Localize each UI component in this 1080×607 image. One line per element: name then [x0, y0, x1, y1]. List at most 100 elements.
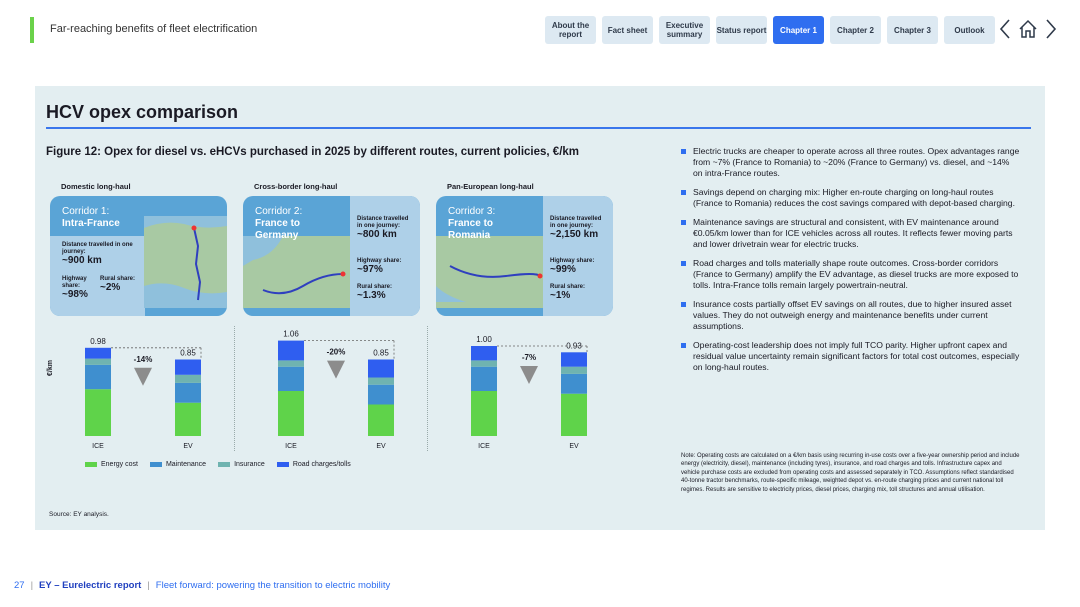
- corridor-heading: Domestic long-haul: [61, 182, 131, 191]
- corridor-number: Corridor 1:: [62, 206, 110, 217]
- chart-legend: Energy cost Maintenance Insurance Road c…: [85, 461, 351, 468]
- category-tick-label: ICE: [478, 443, 490, 450]
- corridor-heading: Cross-border long-haul: [254, 182, 338, 191]
- down-arrow-icon: [327, 360, 345, 379]
- rural-label: Rural share:: [550, 284, 586, 290]
- tab-outlook[interactable]: Outlook: [944, 16, 995, 44]
- tab-fact-sheet[interactable]: Fact sheet: [602, 16, 653, 44]
- document-title: Far-reaching benefits of fleet electrifi…: [50, 23, 258, 35]
- bar-segment-maintenance: [471, 366, 497, 391]
- page-number: 27: [14, 580, 25, 591]
- accent-line: [30, 17, 34, 43]
- footer-separator: |: [30, 580, 34, 591]
- corridor-name: Corridor 1: Intra-France: [62, 206, 120, 230]
- tab-about-the-report[interactable]: About the report: [545, 16, 596, 44]
- category-tick-label: ICE: [285, 443, 297, 450]
- category-tick-label: ICE: [92, 443, 104, 450]
- route-map: [243, 236, 353, 308]
- content-panel: HCV opex comparison Figure 12: Opex for …: [35, 86, 1045, 530]
- finding-item: Savings depend on charging mix: Higher e…: [681, 187, 1021, 209]
- footer-separator: |: [147, 580, 150, 591]
- bar-segment-road-charges-tolls: [175, 359, 201, 375]
- highway-stat: Highway share: ~99%: [550, 258, 608, 275]
- rural-value: ~1.3%: [357, 290, 386, 301]
- report-name[interactable]: EY – Eurelectric report: [39, 580, 142, 591]
- footer: 27 | EY – Eurelectric report | Fleet for…: [14, 580, 390, 591]
- legend-swatch: [149, 462, 162, 467]
- chevron-right-icon[interactable]: [1044, 18, 1058, 40]
- finding-item: Operating-cost leadership does not imply…: [681, 340, 1021, 373]
- legend-label: Insurance: [234, 461, 265, 468]
- legend-item: Energy cost: [85, 461, 138, 468]
- report-subtitle: Fleet forward: powering the transition t…: [155, 580, 391, 591]
- bar-segment-energy-cost: [278, 391, 304, 436]
- rural-label: Rural share:: [357, 284, 393, 290]
- legend-item: Maintenance: [149, 461, 207, 468]
- highway-value: ~98%: [62, 289, 88, 300]
- opex-chart: 0.98 ICE 0.85 EV -14% 1.06 ICE 0.85 EV -20% 1.00 IC…: [85, 330, 588, 450]
- corridor-1: Domestic long-haul Corridor 1: Intra-Fra…: [47, 182, 227, 316]
- down-arrow-icon: [520, 366, 538, 384]
- bar-segment-insurance: [278, 360, 304, 367]
- legend-label: Road charges/tolls: [292, 461, 351, 468]
- divider: [427, 326, 428, 451]
- highway-label: Highway share:: [550, 258, 595, 264]
- distance-value: ~800 km: [357, 229, 397, 240]
- delta-label: -20%: [327, 348, 346, 357]
- stats-box: [50, 236, 145, 316]
- source-note: Source: EY analysis.: [49, 511, 109, 518]
- bar-segment-insurance: [368, 377, 394, 385]
- tab-executive-summary[interactable]: Executive summary: [659, 16, 710, 44]
- nav-icons: [998, 18, 1058, 40]
- down-arrow-icon: [134, 367, 152, 386]
- finding-item: Maintenance savings are structural and c…: [681, 217, 1021, 250]
- corridor-number: Corridor 3:: [448, 206, 496, 217]
- corridor-route: Intra-France: [62, 218, 120, 229]
- tab-chapter-3[interactable]: Chapter 3: [887, 16, 938, 44]
- legend-label: Maintenance: [165, 461, 207, 468]
- highway-value: ~99%: [550, 264, 576, 275]
- corridor-number: Corridor 2:: [255, 206, 303, 217]
- chapter-nav: About the report Fact sheet Executive su…: [545, 16, 995, 44]
- bar-segment-insurance: [175, 374, 201, 383]
- rural-stat: Rural share: ~1%: [550, 284, 608, 301]
- stats-box: [350, 196, 420, 316]
- stats-box: [543, 196, 613, 316]
- total-value-label: 0.85: [180, 349, 196, 358]
- panel-title: HCV opex comparison: [46, 102, 239, 122]
- bar-segment-insurance: [471, 360, 497, 367]
- bar-segment-maintenance: [175, 382, 201, 403]
- home-icon[interactable]: [1018, 18, 1038, 40]
- corridor-card: Corridor 1: Intra-France Distance travel…: [50, 196, 227, 316]
- finding-item: Road charges and tolls materially shape …: [681, 258, 1021, 291]
- corridor-name: Corridor 3: France to Romania: [448, 206, 518, 242]
- total-value-label: 0.85: [373, 349, 389, 358]
- divider: [234, 326, 235, 451]
- bar-segment-energy-cost: [368, 404, 394, 436]
- bar-segment-road-charges-tolls: [471, 346, 497, 361]
- tab-chapter-2[interactable]: Chapter 2: [830, 16, 881, 44]
- y-axis-label: €/km: [47, 360, 54, 376]
- finding-item: Insurance costs partially offset EV savi…: [681, 299, 1021, 332]
- highway-stat: Highway share: ~97%: [357, 258, 415, 275]
- highway-value: ~97%: [357, 264, 383, 275]
- category-tick-label: EV: [376, 443, 386, 450]
- route-map: [436, 236, 546, 308]
- bar-segment-energy-cost: [471, 391, 497, 436]
- corridor-route: France to Germany: [255, 218, 301, 241]
- category-tick-label: EV: [569, 443, 579, 450]
- distance-label: Distance travelled in one journey:: [550, 216, 602, 229]
- legend-label: Energy cost: [101, 461, 138, 468]
- distance-label: Distance travelled in one journey:: [62, 242, 133, 255]
- key-findings: Electric trucks are cheaper to operate a…: [681, 146, 1021, 381]
- corridor-route: France to Romania: [448, 218, 494, 241]
- chevron-left-icon[interactable]: [998, 18, 1012, 40]
- total-value-label: 0.98: [90, 337, 106, 346]
- distance-stat: Distance travelled in one journey: ~900 …: [62, 242, 142, 266]
- tab-chapter-1[interactable]: Chapter 1: [773, 16, 824, 44]
- corridor-3: Pan-European long-haul Corridor 3: Franc…: [433, 182, 613, 316]
- bar-segment-insurance: [85, 358, 111, 365]
- top-bar: Far-reaching benefits of fleet electrifi…: [0, 0, 1080, 62]
- bar-segment-energy-cost: [561, 393, 587, 436]
- tab-status-report[interactable]: Status report: [716, 16, 767, 44]
